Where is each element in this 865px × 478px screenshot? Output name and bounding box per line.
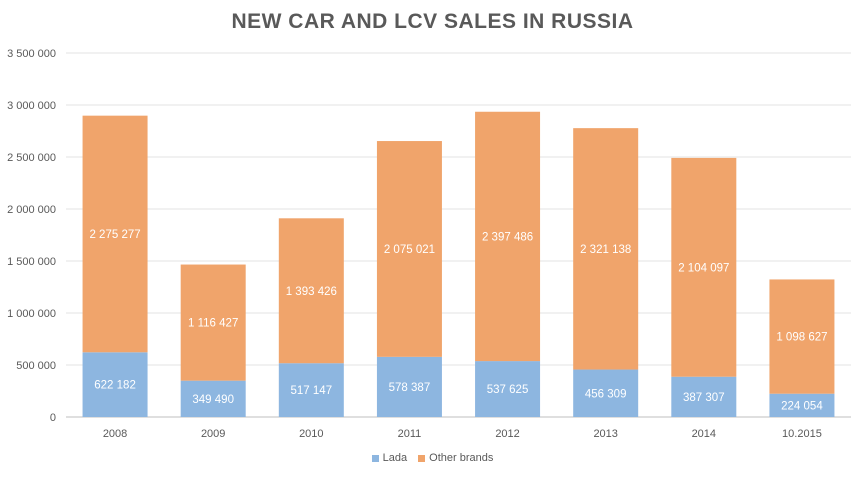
bar-other-brands: [573, 128, 639, 370]
data-label: 456 309: [585, 388, 627, 400]
legend: Lada Other brands: [0, 452, 865, 465]
legend-label: Lada: [382, 452, 408, 464]
y-tick-label: 2 500 000: [7, 152, 56, 164]
data-label: 2 321 138: [580, 244, 631, 256]
x-tick-label: 2010: [299, 428, 323, 440]
bar-lada: [769, 393, 835, 417]
bar-other-brands: [82, 115, 148, 353]
bar-other-brands: [278, 218, 344, 364]
bar-other-brands: [475, 111, 541, 362]
chart-title: NEW CAR AND LCV SALES IN RUSSIA: [231, 10, 634, 33]
x-tick-label: 2012: [495, 428, 519, 440]
bar-lada: [180, 380, 246, 417]
bar-lada: [573, 369, 639, 417]
y-tick-label: 1 000 000: [7, 308, 56, 320]
legend-item-lada[interactable]: Lada: [371, 452, 408, 464]
x-tick-label: 2011: [398, 428, 422, 440]
data-label: 517 147: [291, 385, 333, 397]
legend-swatch-other-brands: [418, 454, 426, 462]
bar-lada: [671, 376, 737, 417]
y-tick-label: 500 000: [16, 360, 56, 372]
bar-other-brands: [180, 264, 246, 381]
bar-lada: [82, 352, 148, 417]
data-label: 2 104 097: [678, 262, 729, 274]
data-label: 622 182: [94, 380, 136, 392]
data-label: 1 393 426: [286, 286, 337, 298]
legend-label: Other brands: [429, 452, 494, 464]
bar-other-brands: [769, 279, 835, 394]
bar-lada: [376, 356, 442, 417]
data-label: 224 054: [781, 400, 823, 412]
y-tick-label: 3 000 000: [7, 100, 56, 112]
bar-other-brands: [671, 157, 737, 377]
data-label: 537 625: [487, 384, 529, 396]
x-tick-label: 2009: [201, 428, 225, 440]
data-label: 349 490: [192, 394, 234, 406]
data-label: 578 387: [389, 382, 431, 394]
bar-lada: [278, 363, 344, 417]
y-tick-label: 3 500 000: [7, 48, 56, 60]
bar-other-brands: [376, 141, 442, 357]
y-tick-label: 2 000 000: [7, 204, 56, 216]
bar-lada: [475, 361, 541, 417]
data-label: 1 116 427: [188, 318, 238, 330]
x-tick-label: 2008: [103, 428, 127, 440]
data-label: 387 307: [683, 392, 725, 404]
y-tick-label: 1 500 000: [7, 256, 56, 268]
data-label: 2 275 277: [89, 229, 140, 241]
legend-swatch-lada: [371, 454, 379, 462]
x-tick-label: 2014: [692, 428, 716, 440]
data-label: 2 075 021: [384, 244, 435, 256]
x-tick-label: 2013: [593, 428, 617, 440]
x-tick-label: 10.2015: [782, 428, 822, 440]
data-label: 1 098 627: [776, 332, 827, 344]
y-tick-label: 0: [50, 412, 56, 424]
data-label: 2 397 486: [482, 231, 533, 243]
legend-item-other-brands[interactable]: Other brands: [418, 452, 493, 464]
